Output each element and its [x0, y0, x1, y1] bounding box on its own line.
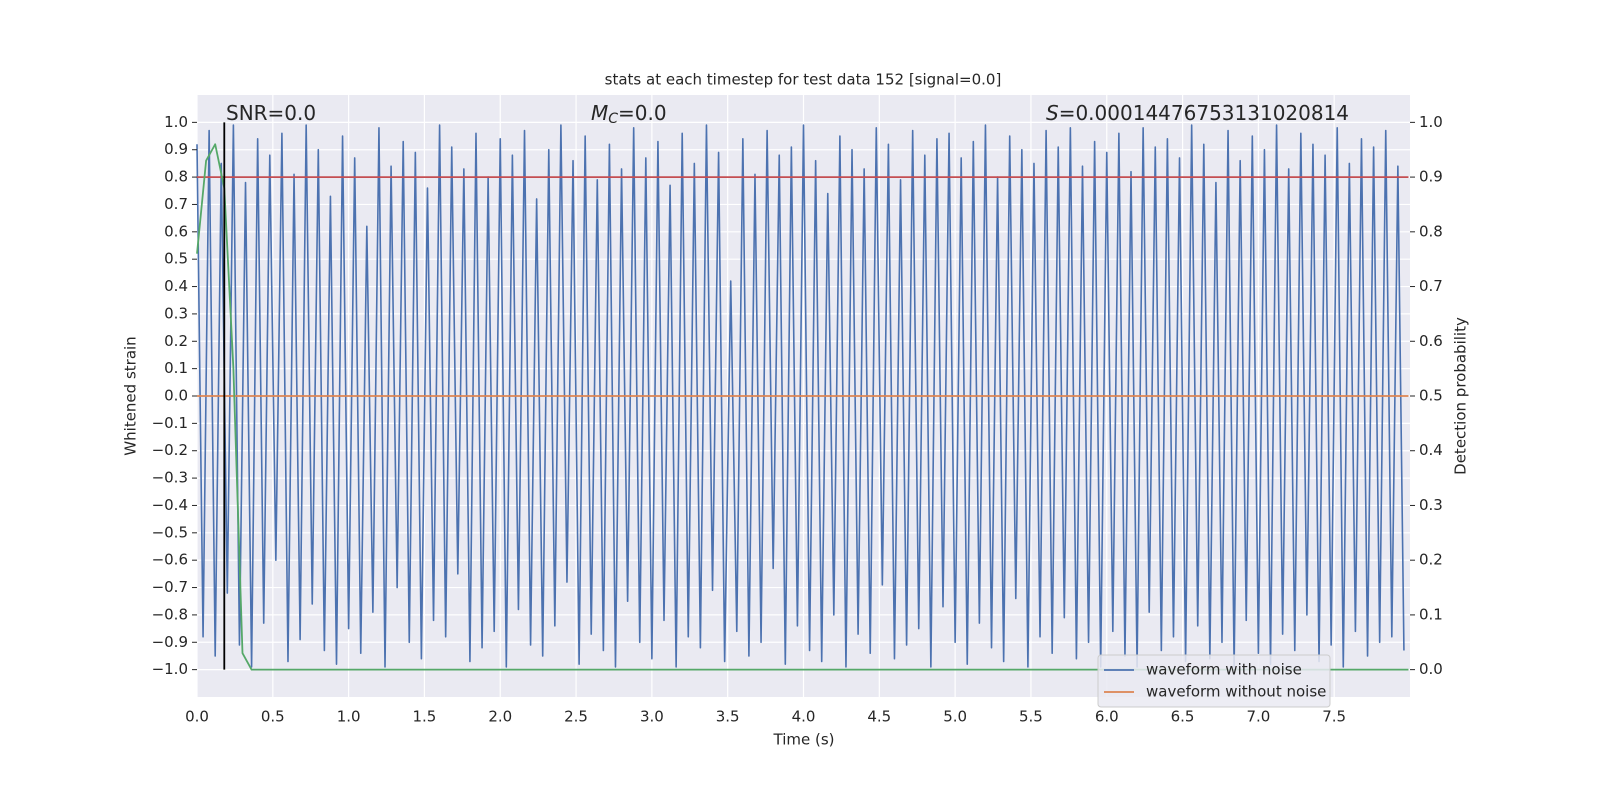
y2-tick-label: 0.0 [1419, 660, 1443, 678]
x-tick-label: 5.0 [943, 708, 967, 726]
legend-label: waveform without noise [1146, 683, 1326, 701]
x-tick-label: 2.0 [488, 708, 512, 726]
y-tick-label: 0.2 [164, 332, 188, 350]
annotation-subscript: C [608, 111, 618, 127]
chart-title: stats at each timestep for test data 152… [605, 71, 1002, 89]
annotation-text: =0.0 [618, 101, 667, 125]
x-tick-label: 6.5 [1171, 708, 1195, 726]
annotation-text: =0.00014476753131020814 [1059, 101, 1349, 125]
x-tick-label: 0.0 [185, 708, 209, 726]
annotation: MC=0.0 [591, 101, 667, 128]
y-tick-label: −0.8 [152, 605, 188, 623]
y-axis-label: Whitened strain [122, 336, 140, 455]
y-tick-label: 0.3 [164, 304, 188, 322]
x-tick-label: 6.0 [1095, 708, 1119, 726]
y2-tick-label: 0.3 [1419, 496, 1443, 514]
y-tick-label: 0.8 [164, 168, 188, 186]
x-tick-label: 1.0 [337, 708, 361, 726]
y2-tick-label: 0.4 [1419, 441, 1443, 459]
x-tick-label: 3.5 [716, 708, 740, 726]
marks [196, 122, 1409, 671]
y-tick-label: −0.6 [152, 551, 188, 569]
y-tick-label: 0.7 [164, 195, 188, 213]
y2-tick-label: 0.8 [1419, 222, 1443, 240]
annotation: S=0.00014476753131020814 [1046, 101, 1349, 125]
y-tick-label: 0.6 [164, 222, 188, 240]
x-tick-label: 7.0 [1246, 708, 1270, 726]
series-line [196, 124, 1405, 668]
y-tick-label: −0.4 [152, 496, 188, 514]
annotation: SNR=0.0 [226, 101, 316, 125]
y-tick-label: 0.0 [164, 387, 188, 405]
x-tick-label: 4.5 [867, 708, 891, 726]
x-tick-label: 3.0 [640, 708, 664, 726]
y-tick-label: −0.3 [152, 469, 188, 487]
legend-label: waveform with noise [1146, 661, 1302, 679]
x-tick-label: 7.5 [1322, 708, 1346, 726]
y2-axis-label: Detection probability [1452, 317, 1470, 475]
y2-tick-label: 0.2 [1419, 551, 1443, 569]
y2-tick-label: 0.7 [1419, 277, 1443, 295]
y-tick-label: 1.0 [164, 113, 188, 131]
x-axis-label: Time (s) [773, 731, 835, 749]
x-tick-label: 2.5 [564, 708, 588, 726]
x-tick-label: 5.5 [1019, 708, 1043, 726]
y-tick-label: 0.1 [164, 359, 188, 377]
x-tick-label: 1.5 [413, 708, 437, 726]
y2-tick-label: 0.1 [1419, 605, 1443, 623]
y2-tick-label: 0.6 [1419, 332, 1443, 350]
series-line [196, 143, 1409, 671]
y-tick-label: 0.4 [164, 277, 188, 295]
y-tick-label: 0.9 [164, 140, 188, 158]
y2-tick-label: 1.0 [1419, 113, 1443, 131]
y-tick-label: −0.9 [152, 633, 188, 651]
annotation-text: SNR=0.0 [226, 101, 316, 125]
y2-tick-label: 0.5 [1419, 387, 1443, 405]
y-tick-label: −1.0 [152, 660, 188, 678]
annotation-symbol: M [591, 101, 608, 125]
y-tick-label: −0.7 [152, 578, 188, 596]
annotation-symbol: S [1046, 101, 1059, 125]
legend-box [1097, 654, 1331, 708]
y-tick-label: −0.2 [152, 441, 188, 459]
y-tick-label: −0.1 [152, 414, 188, 432]
x-tick-label: 0.5 [261, 708, 285, 726]
y-tick-label: −0.5 [152, 523, 188, 541]
x-tick-label: 4.0 [792, 708, 816, 726]
y-tick-label: 0.5 [164, 250, 188, 268]
y2-tick-label: 0.9 [1419, 168, 1443, 186]
